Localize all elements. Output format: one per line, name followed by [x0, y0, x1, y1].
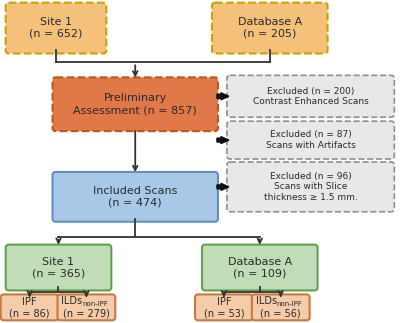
- FancyBboxPatch shape: [227, 121, 394, 159]
- Text: Excluded (n = 96)
Scans with Slice
thickness ≥ 1.5 mm.: Excluded (n = 96) Scans with Slice thick…: [264, 172, 358, 202]
- Text: ILDs: ILDs: [61, 297, 82, 307]
- Text: IPF
(n = 86): IPF (n = 86): [9, 297, 50, 318]
- FancyArrow shape: [217, 137, 229, 144]
- FancyBboxPatch shape: [202, 245, 318, 290]
- Text: Preliminary
Assessment (n = 857): Preliminary Assessment (n = 857): [73, 93, 197, 115]
- Text: (n = 279): (n = 279): [63, 308, 110, 318]
- Text: Excluded (n = 200)
Contrast Enhanced Scans: Excluded (n = 200) Contrast Enhanced Sca…: [253, 87, 368, 106]
- FancyArrow shape: [217, 93, 229, 100]
- Text: Site 1
(n = 652): Site 1 (n = 652): [29, 17, 83, 39]
- Text: non-IPF: non-IPF: [277, 301, 303, 307]
- Text: Database A
(n = 205): Database A (n = 205): [238, 17, 302, 39]
- FancyBboxPatch shape: [6, 245, 111, 290]
- Text: Database A
(n = 109): Database A (n = 109): [228, 257, 292, 278]
- FancyBboxPatch shape: [6, 3, 106, 54]
- FancyBboxPatch shape: [58, 295, 115, 320]
- FancyBboxPatch shape: [227, 75, 394, 117]
- Text: IPF
(n = 53): IPF (n = 53): [204, 297, 244, 318]
- FancyBboxPatch shape: [252, 295, 310, 320]
- FancyBboxPatch shape: [212, 3, 328, 54]
- FancyBboxPatch shape: [1, 295, 58, 320]
- Text: (n = 56): (n = 56): [260, 308, 301, 318]
- FancyBboxPatch shape: [52, 172, 218, 222]
- Text: Excluded (n = 87)
Scans with Artifacts: Excluded (n = 87) Scans with Artifacts: [266, 130, 356, 150]
- Text: non-IPF: non-IPF: [82, 301, 108, 307]
- Text: Site 1
(n = 365): Site 1 (n = 365): [32, 257, 85, 278]
- Text: ILDs: ILDs: [256, 297, 277, 307]
- Text: Included Scans
(n = 474): Included Scans (n = 474): [93, 186, 178, 208]
- FancyBboxPatch shape: [227, 162, 394, 212]
- FancyArrow shape: [217, 183, 229, 190]
- FancyBboxPatch shape: [195, 295, 253, 320]
- FancyBboxPatch shape: [52, 78, 218, 131]
